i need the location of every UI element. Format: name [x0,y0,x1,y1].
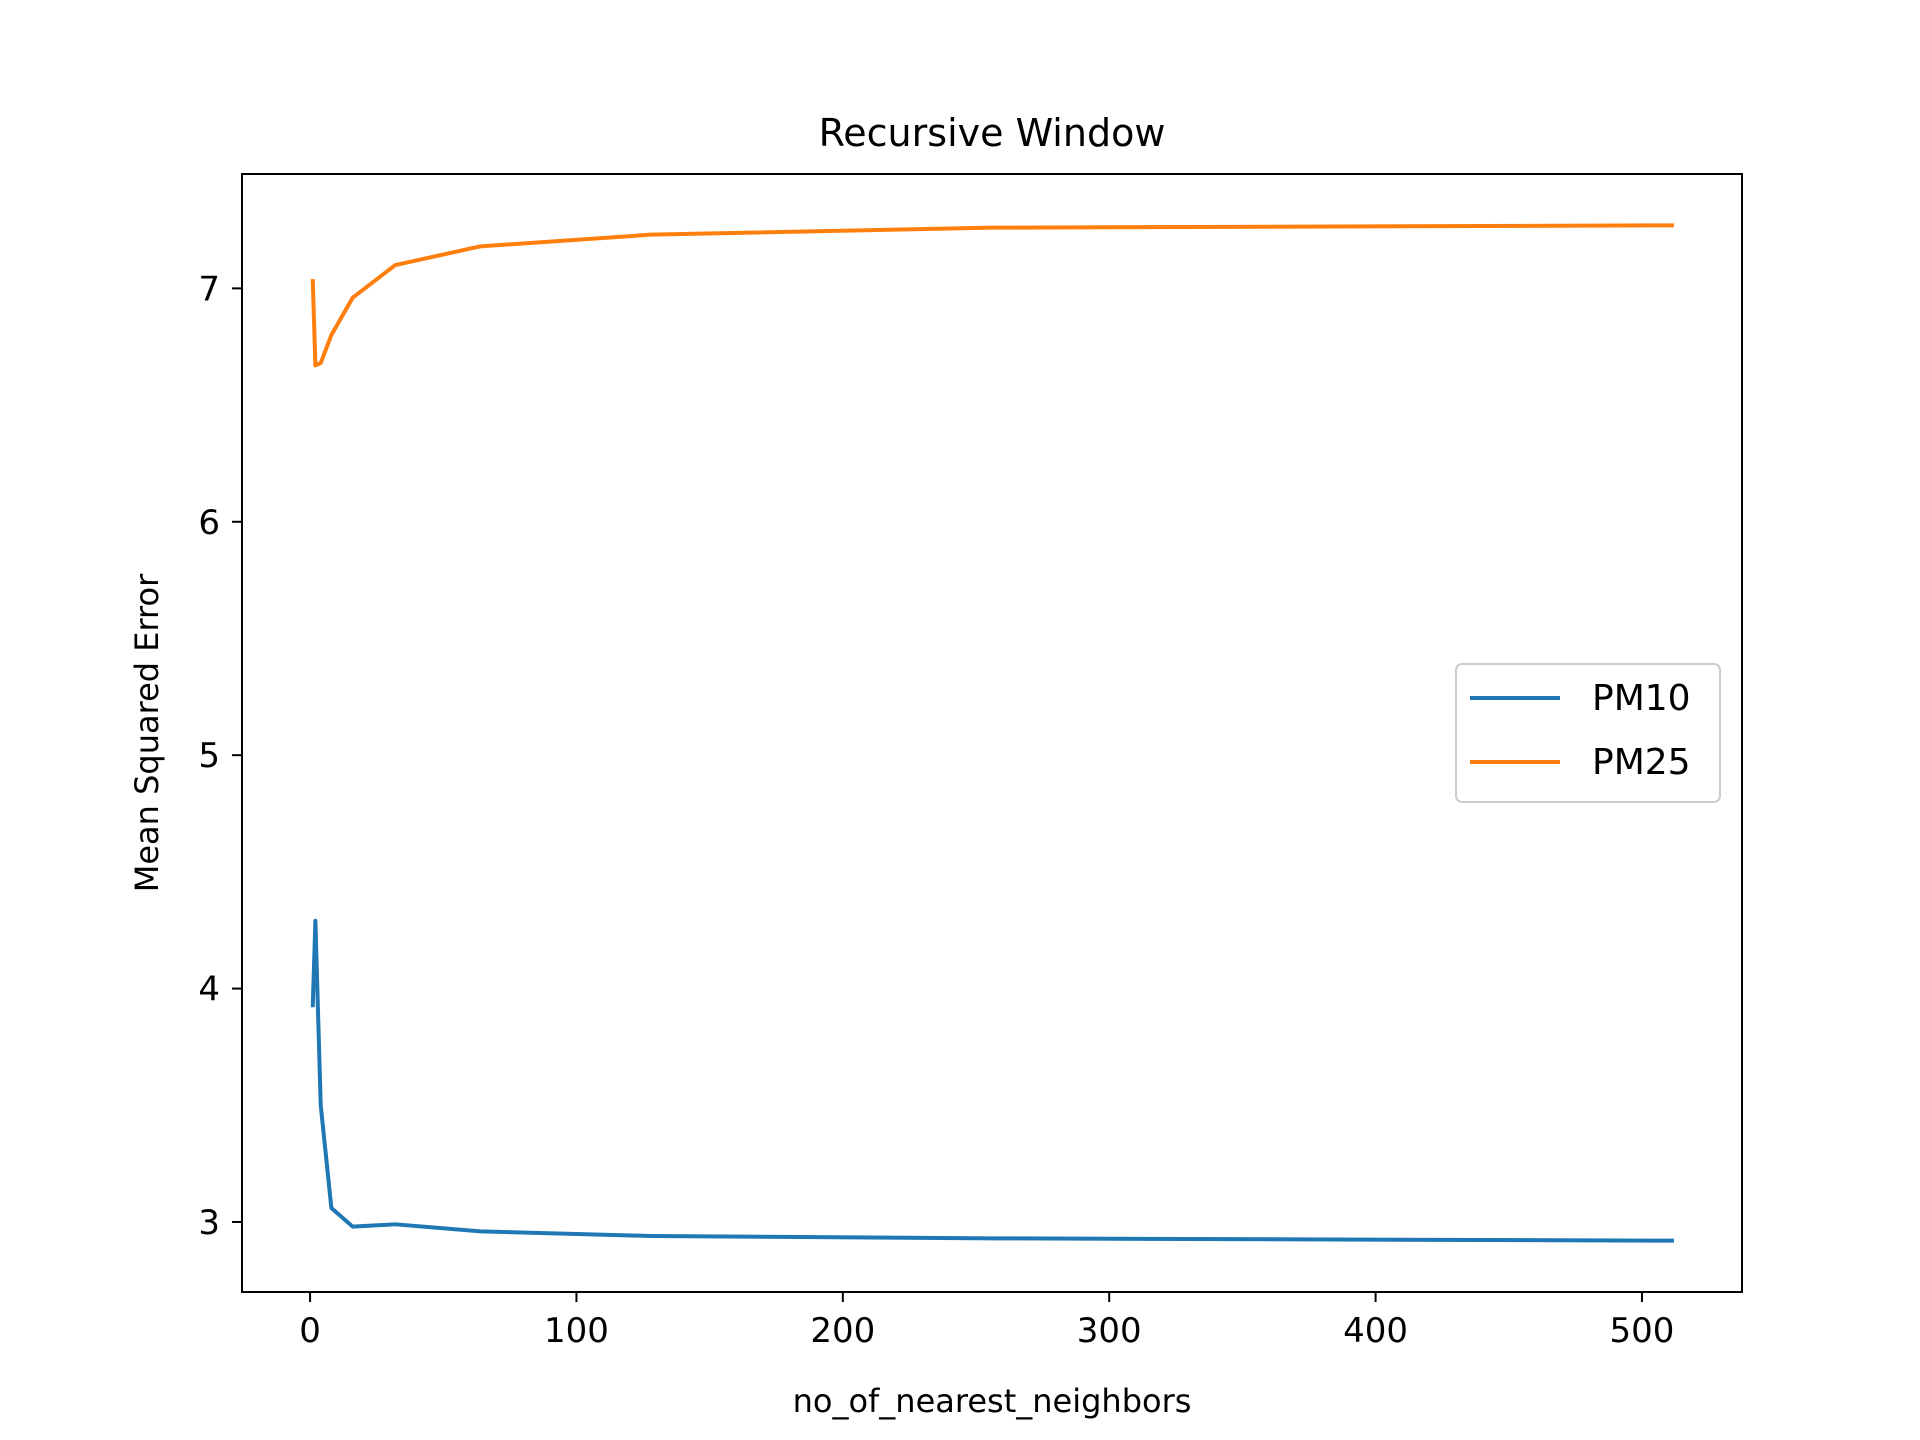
y-tick-label: 3 [198,1203,220,1243]
y-tick-label: 7 [198,269,220,309]
y-tick-label: 5 [198,736,220,776]
chart-title: Recursive Window [819,111,1166,155]
axes-frame [241,173,1743,1293]
legend-label-pm25: PM25 [1592,742,1691,783]
x-axis-label: no_of_nearest_neighbors [793,1382,1192,1420]
series-line-pm10 [310,918,1674,1243]
x-axis: 0 100 200 300 400 500 [299,1292,1674,1351]
series-line-pm25 [310,223,1674,368]
y-axis-label: Mean Squared Error [128,573,166,892]
y-axis: 3 4 5 6 7 [198,269,242,1243]
legend-label-pm10: PM10 [1592,678,1691,719]
x-tick-label: 300 [1077,1311,1142,1351]
y-tick-label: 6 [198,503,220,543]
x-tick-label: 100 [544,1311,609,1351]
y-tick-label: 4 [198,970,220,1010]
legend: PM10 PM25 [1455,663,1721,803]
x-tick-label: 0 [299,1311,321,1351]
x-tick-label: 200 [810,1311,875,1351]
x-tick-label: 500 [1610,1311,1675,1351]
plot-area [310,223,1674,1243]
x-tick-label: 400 [1343,1311,1408,1351]
